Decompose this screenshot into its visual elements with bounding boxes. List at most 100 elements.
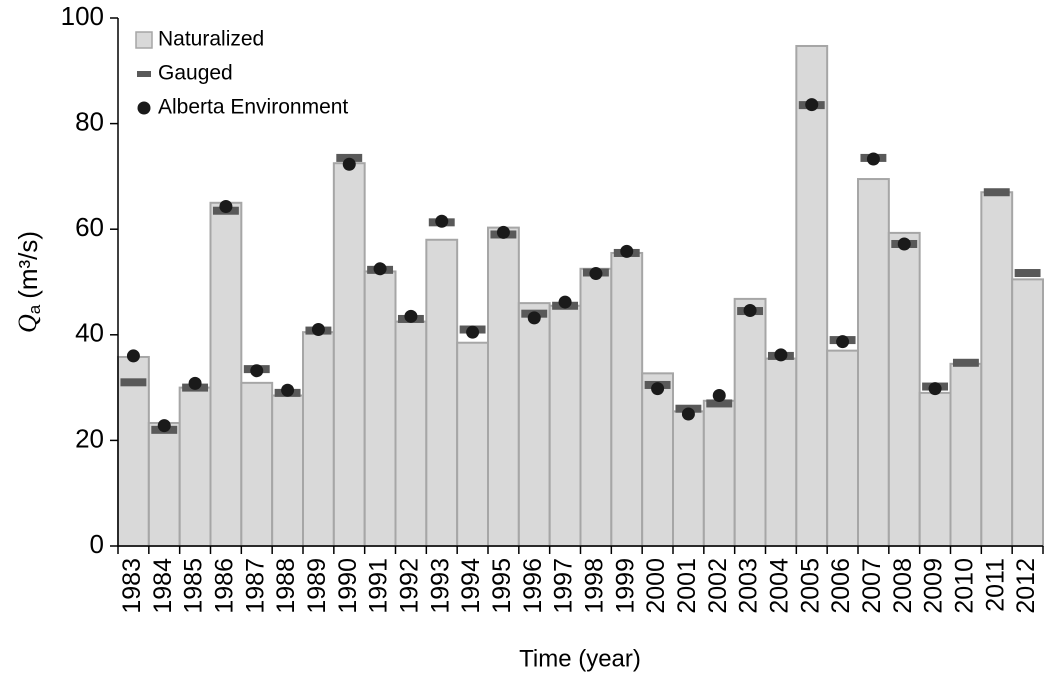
x-tick-label: 1994	[457, 558, 485, 614]
x-tick-label: 1999	[611, 558, 639, 614]
alberta-dot	[342, 157, 356, 171]
x-tick-label: 1986	[211, 558, 239, 614]
x-tick-label: 2007	[858, 558, 886, 614]
bar	[240, 381, 274, 547]
bar	[1011, 278, 1045, 547]
y-axis-subscript: a	[25, 304, 44, 314]
alberta-dot	[527, 311, 541, 325]
x-tick-label: 2002	[704, 558, 732, 614]
bar	[425, 238, 459, 547]
x-tick-label: 1998	[581, 558, 609, 614]
bar	[178, 386, 212, 547]
y-axis-unit: (m³/s)	[13, 231, 43, 299]
x-tick-label: 1990	[334, 558, 362, 614]
bar	[826, 349, 860, 548]
x-tick-label: 1995	[488, 558, 516, 614]
bar	[517, 302, 551, 547]
x-tick-label: 1997	[550, 558, 578, 614]
x-axis-label: Time (year)	[519, 645, 641, 672]
alberta-dot	[188, 376, 202, 390]
x-tick-label: 1984	[149, 558, 177, 614]
legend-swatch	[135, 31, 153, 49]
y-tick-label: 0	[90, 529, 104, 559]
alberta-dot	[589, 267, 603, 281]
alberta-dot	[219, 199, 233, 213]
alberta-dot	[157, 419, 171, 433]
x-tick-label: 1985	[180, 558, 208, 614]
x-tick-label: 2003	[735, 558, 763, 614]
y-axis-symbol: Q	[13, 314, 42, 333]
gauged-dash	[983, 188, 1010, 197]
bar	[887, 231, 921, 547]
bar	[949, 362, 983, 547]
y-tick-label: 20	[75, 423, 104, 453]
x-tick-label: 2001	[673, 558, 701, 614]
alberta-dot	[651, 382, 665, 396]
alberta-dot	[681, 407, 695, 421]
bar	[363, 270, 397, 547]
bar	[857, 178, 890, 547]
alberta-dot	[928, 382, 942, 396]
bar	[918, 391, 952, 547]
bar	[733, 297, 767, 547]
x-tick-label: 2012	[1012, 558, 1040, 614]
x-tick-label: 2000	[642, 558, 670, 614]
alberta-dot	[250, 364, 264, 378]
gauged-dash	[952, 358, 979, 367]
bar	[980, 191, 1014, 548]
alberta-dot	[712, 389, 726, 403]
bar	[610, 251, 644, 548]
bar	[147, 421, 181, 548]
x-tick-label: 1983	[118, 558, 146, 614]
bars	[117, 44, 1045, 548]
alberta-dot	[126, 349, 140, 363]
alberta-dot	[897, 237, 911, 251]
alberta-dot	[496, 225, 510, 239]
bar	[672, 410, 705, 547]
alberta-dot	[373, 262, 387, 276]
legend: Naturalized Gauged Alberta Environment	[135, 28, 348, 119]
bar	[487, 226, 520, 547]
bar	[579, 267, 613, 547]
bar	[394, 320, 428, 547]
x-tick-label: 1993	[426, 558, 454, 614]
x-tick-label: 2006	[827, 558, 855, 614]
gauged-dash	[706, 399, 733, 408]
alberta-dot	[558, 295, 572, 309]
x-tick-label: 2011	[981, 558, 1009, 612]
x-tick-label: 1987	[241, 558, 269, 614]
alberta-dot	[404, 309, 418, 323]
gauged-dash	[120, 378, 147, 387]
legend-swatch	[137, 101, 151, 115]
gauged-dash	[1014, 269, 1041, 278]
bar	[209, 201, 243, 548]
x-tick-label: 2008	[889, 558, 917, 614]
y-tick-label: 60	[75, 212, 104, 242]
bar	[548, 304, 582, 548]
alberta-dot	[836, 335, 850, 349]
bar	[302, 331, 335, 547]
bar	[271, 394, 304, 547]
alberta-dot	[311, 323, 325, 337]
alberta-dot	[743, 304, 757, 318]
legend-label: Gauged	[158, 62, 233, 85]
legend-swatch	[137, 71, 151, 77]
alberta-dot	[466, 325, 480, 339]
markers	[120, 98, 1041, 434]
bar	[456, 341, 489, 547]
alberta-dot	[435, 214, 449, 228]
alberta-dot	[281, 383, 295, 397]
alberta-dot	[620, 244, 634, 258]
x-tick-label: 2005	[796, 558, 824, 614]
bar	[702, 399, 736, 547]
bar	[795, 44, 829, 547]
x-tick-label: 2009	[920, 558, 948, 614]
x-tick-label: 1989	[303, 558, 331, 614]
x-tick-label: 2004	[766, 558, 794, 614]
alberta-dot	[866, 152, 880, 166]
y-axis-label: Qa (m³/s)	[13, 231, 45, 333]
x-tick-label: 1996	[519, 558, 547, 614]
x-tick-label: 1988	[272, 558, 300, 614]
y-tick-label: 40	[75, 318, 104, 348]
